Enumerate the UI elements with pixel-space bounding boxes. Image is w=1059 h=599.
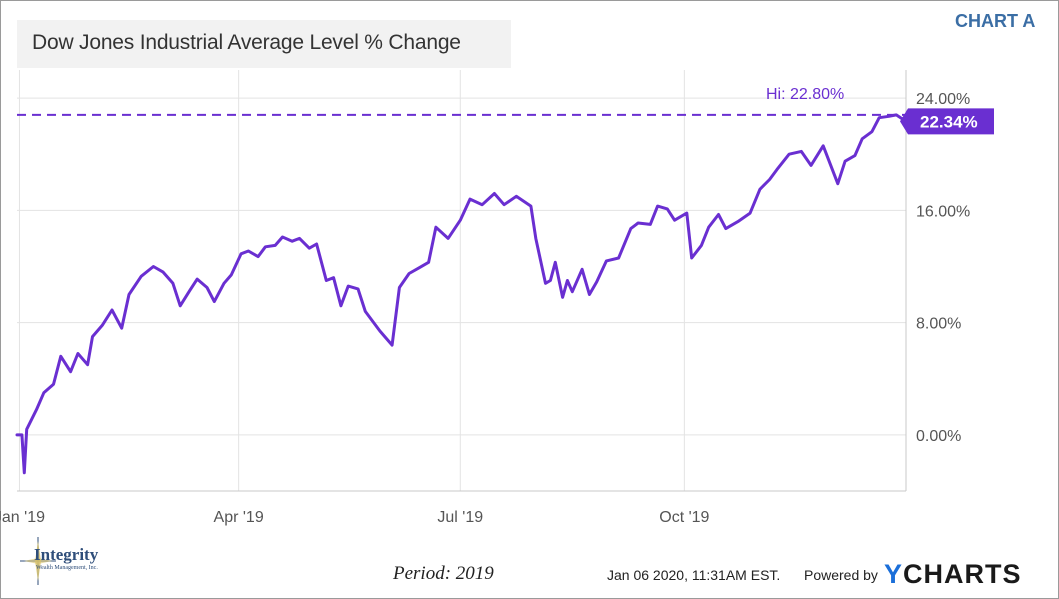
compass-star-icon bbox=[20, 537, 56, 585]
chart-tag: CHART A bbox=[955, 11, 1036, 31]
period-label: Period: 2019 bbox=[393, 563, 494, 584]
last-value-label: 22.34% bbox=[920, 112, 978, 131]
high-label: Hi: 22.80% bbox=[766, 86, 844, 103]
chart-title-box bbox=[17, 20, 511, 68]
series-line bbox=[15, 113, 908, 475]
y-tick-label: 24.00% bbox=[916, 91, 970, 108]
integrity-logo bbox=[18, 535, 128, 587]
ycharts-logo-text: CHARTS bbox=[903, 559, 1022, 589]
x-tick-label: Apr '19 bbox=[214, 509, 264, 526]
x-tick-label: Jul '19 bbox=[437, 509, 483, 526]
integrity-logo-subtitle: Wealth Management, Inc. bbox=[36, 565, 98, 571]
y-tick-label: 8.00% bbox=[916, 316, 961, 333]
chart-title: Dow Jones Industrial Average Level % Cha… bbox=[32, 31, 461, 54]
powered-by-label: Powered by bbox=[804, 567, 878, 583]
timestamp: Jan 06 2020, 11:31AM EST. bbox=[607, 567, 781, 583]
last-value-badge bbox=[900, 108, 994, 135]
integrity-logo-name: Integrity bbox=[34, 545, 99, 564]
y-tick-label: 0.00% bbox=[916, 428, 961, 445]
x-tick-label: Oct '19 bbox=[659, 509, 709, 526]
x-tick-label: Jan '19 bbox=[0, 509, 45, 526]
y-tick-label: 16.00% bbox=[916, 203, 970, 220]
ycharts-logo-y: Y bbox=[884, 559, 904, 589]
ycharts-logo: YCHARTS bbox=[884, 559, 1022, 590]
